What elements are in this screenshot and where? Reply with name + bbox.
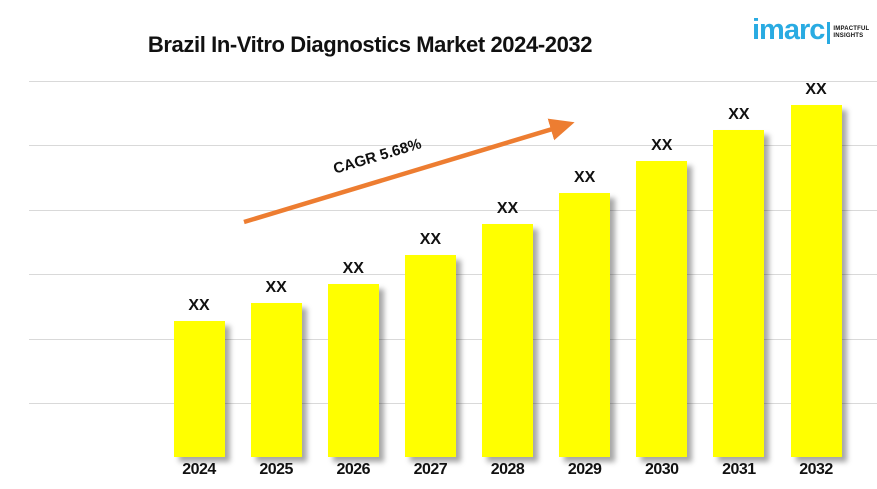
- gridline: [29, 81, 877, 82]
- imarc-logo-text: imarc: [752, 14, 825, 46]
- bar-value-label-2024: XX: [188, 297, 210, 314]
- x-axis-label-2028: 2028: [490, 461, 525, 478]
- bar-2028: [482, 224, 533, 457]
- bar-value-label-2032: XX: [805, 81, 827, 98]
- x-axis-label-2032: 2032: [799, 461, 833, 478]
- bar-2031: [713, 130, 765, 457]
- x-axis-label-2025: 2025: [259, 461, 293, 478]
- imarc-logo-divider: [827, 21, 831, 44]
- bar-2025: [250, 303, 302, 457]
- bar-value-label-2031: XX: [728, 106, 750, 123]
- bar-value-label-2025: XX: [265, 279, 287, 296]
- imarc-logo-tagline: IMPACTFUL INSIGHTS: [833, 26, 869, 40]
- x-axis-label-2026: 2026: [336, 461, 371, 478]
- bar-2029: [559, 193, 611, 457]
- x-axis-label-2029: 2029: [567, 461, 602, 478]
- x-axis-label-2031: 2031: [722, 461, 756, 478]
- bar-2026: [327, 284, 379, 457]
- imarc-tagline-line2: INSIGHTS: [833, 33, 864, 39]
- x-axis-label-2030: 2030: [644, 461, 679, 478]
- cagr-label: CAGR 5.68%: [331, 135, 424, 178]
- bar-2032: [790, 105, 842, 457]
- bar-2024: [173, 321, 225, 457]
- bar-value-label-2030: XX: [651, 137, 673, 154]
- x-axis-label-2024: 2024: [182, 461, 216, 478]
- imarc-logo: imarc IMPACTFUL INSIGHTS: [752, 16, 869, 45]
- bar-2027: [404, 255, 456, 457]
- bar-2030: [636, 161, 688, 457]
- x-axis-label-2027: 2027: [413, 461, 448, 478]
- bar-value-label-2027: XX: [419, 231, 442, 248]
- imarc-tagline-line1: IMPACTFUL: [833, 26, 870, 32]
- bar-value-label-2029: XX: [573, 169, 596, 186]
- bar-value-label-2026: XX: [342, 260, 364, 277]
- bar-value-label-2028: XX: [496, 200, 519, 217]
- page-title: Brazil In-Vitro Diagnostics Market 2024-…: [147, 32, 593, 57]
